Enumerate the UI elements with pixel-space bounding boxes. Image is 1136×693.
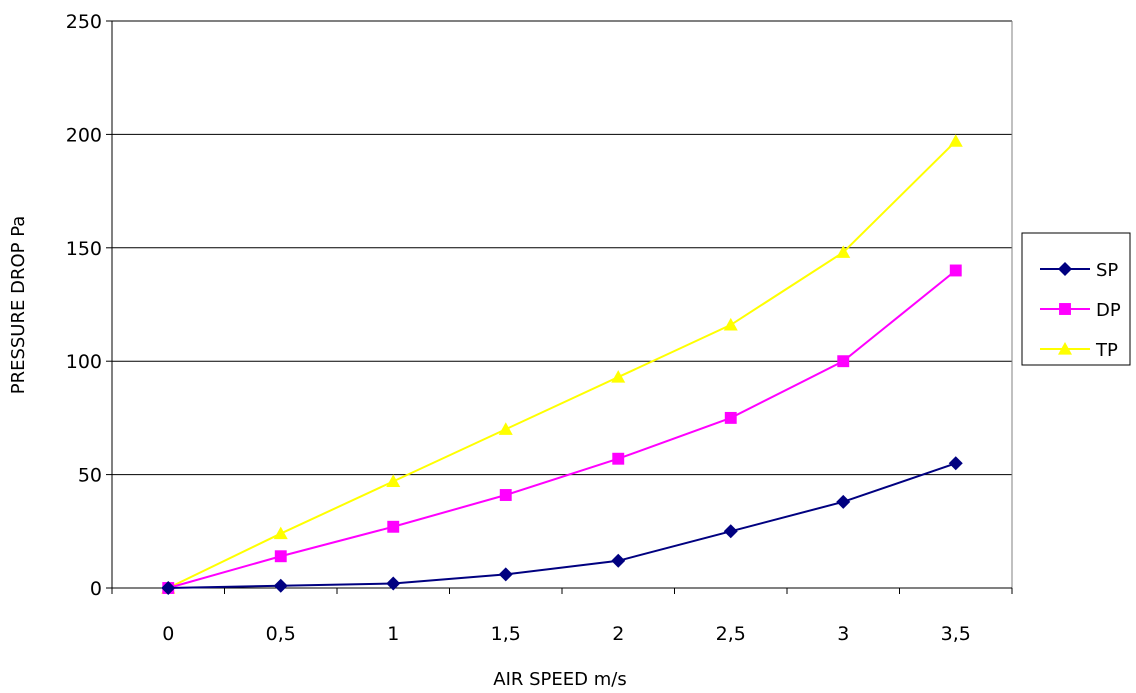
data-point xyxy=(723,524,738,539)
data-point xyxy=(724,411,737,424)
y-axis-title: PRESSURE DROP Pa xyxy=(8,216,29,395)
series-line xyxy=(167,269,957,589)
y-tick-label: 150 xyxy=(66,238,102,260)
series-dp xyxy=(162,264,962,594)
x-tick-label: 0 xyxy=(162,623,174,645)
series-line xyxy=(167,140,957,589)
data-point xyxy=(948,456,963,471)
gridlines xyxy=(112,20,1012,476)
legend-item-tp: TP xyxy=(1040,340,1118,361)
data-point xyxy=(949,264,962,277)
data-point xyxy=(723,317,738,331)
data-point xyxy=(498,422,513,435)
data-point xyxy=(499,489,512,501)
data-point xyxy=(273,578,288,593)
x-tick-label: 2,5 xyxy=(716,623,746,645)
legend: SP DP TP xyxy=(1021,232,1131,366)
legend-item-dp: DP xyxy=(1040,300,1121,321)
x-tick-label: 1,5 xyxy=(491,623,521,645)
data-point xyxy=(387,520,400,533)
data-point xyxy=(386,474,401,488)
x-tick-label: 1 xyxy=(387,623,399,645)
y-tick-label: 0 xyxy=(90,578,102,600)
axes xyxy=(106,20,1013,594)
series-lines xyxy=(161,134,963,595)
legend-box xyxy=(1021,232,1131,366)
legend-label: TP xyxy=(1095,340,1118,361)
y-tick-labels: 0 50 100 150 200 250 xyxy=(66,11,102,600)
legend-label: DP xyxy=(1096,300,1121,321)
data-point xyxy=(161,581,176,595)
x-tick-label: 2 xyxy=(612,623,624,645)
series-line xyxy=(168,462,957,589)
data-point xyxy=(837,355,850,368)
x-tick-label: 3,5 xyxy=(941,623,971,645)
x-tick-label: 3 xyxy=(837,623,849,645)
data-point xyxy=(836,245,851,258)
data-point xyxy=(836,494,851,509)
x-tick-label: 0,5 xyxy=(266,623,296,645)
legend-label: SP xyxy=(1096,260,1118,281)
data-point xyxy=(1058,342,1072,355)
y-tick-label: 200 xyxy=(66,124,102,146)
data-point xyxy=(273,526,288,540)
y-tick-label: 250 xyxy=(66,11,102,33)
x-axis-title: AIR SPEED m/s xyxy=(493,669,626,690)
data-point xyxy=(611,553,626,568)
data-point xyxy=(498,567,513,582)
y-tick-label: 100 xyxy=(66,351,102,373)
legend-item-sp: SP xyxy=(1040,260,1118,281)
y-tick-label: 50 xyxy=(78,465,102,487)
series-sp xyxy=(161,456,963,595)
data-point xyxy=(274,550,287,563)
data-point xyxy=(1058,262,1072,276)
data-point xyxy=(611,370,626,383)
data-point xyxy=(1059,303,1071,315)
data-point xyxy=(948,134,963,147)
data-point xyxy=(386,576,401,591)
data-point xyxy=(612,452,625,465)
x-tick-labels: 0 0,5 1 1,5 2 2,5 3 3,5 xyxy=(162,623,971,645)
